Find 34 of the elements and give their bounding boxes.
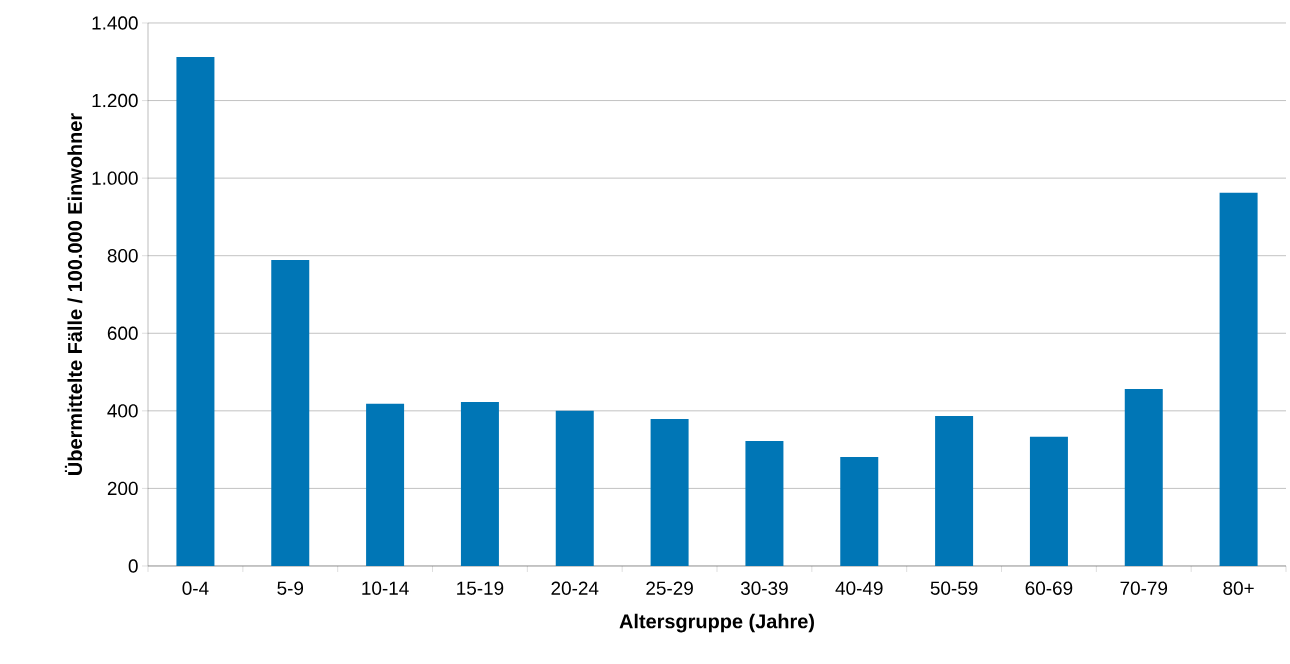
x-tick-label: 0-4 [182, 581, 209, 595]
x-tick-label: 25-29 [646, 581, 693, 595]
y-tick-label: 200 [107, 481, 138, 496]
bar [840, 457, 879, 566]
y-tick-label: 1.400 [92, 16, 138, 30]
x-tick-label: 20-24 [551, 581, 599, 595]
bar [650, 418, 689, 566]
x-tick-label: 10-14 [362, 581, 409, 595]
bar [1219, 192, 1258, 566]
x-axis-title: Altersgruppe (Jahre) [619, 613, 814, 633]
y-tick-label: 600 [107, 326, 138, 340]
y-tick-label: 1.200 [92, 93, 138, 108]
x-tick-label: 80+ [1223, 581, 1254, 595]
bar [366, 403, 405, 566]
bar [555, 410, 594, 566]
x-tick-label: 15-19 [457, 581, 504, 595]
bar [1029, 436, 1068, 566]
y-tick-label: 400 [107, 404, 138, 418]
bar [176, 57, 215, 566]
x-tick-label: 50-59 [930, 581, 978, 595]
x-tick-label: 5-9 [277, 581, 304, 595]
bar [1124, 389, 1163, 566]
y-tick-label: 0 [128, 559, 138, 573]
bar [745, 441, 784, 566]
x-tick-label: 60-69 [1025, 581, 1073, 595]
bar [935, 415, 974, 566]
x-tick-label: 30-39 [740, 581, 788, 595]
y-tick-label: 1.000 [92, 171, 138, 185]
bar [271, 259, 310, 566]
bar [460, 401, 499, 566]
y-axis-title: Übermittelte Fälle / 100.000 Einwohner [64, 113, 83, 475]
y-tick-label: 800 [107, 249, 138, 263]
x-tick-label: 40-49 [835, 581, 883, 595]
x-tick-label: 70-79 [1120, 581, 1168, 595]
